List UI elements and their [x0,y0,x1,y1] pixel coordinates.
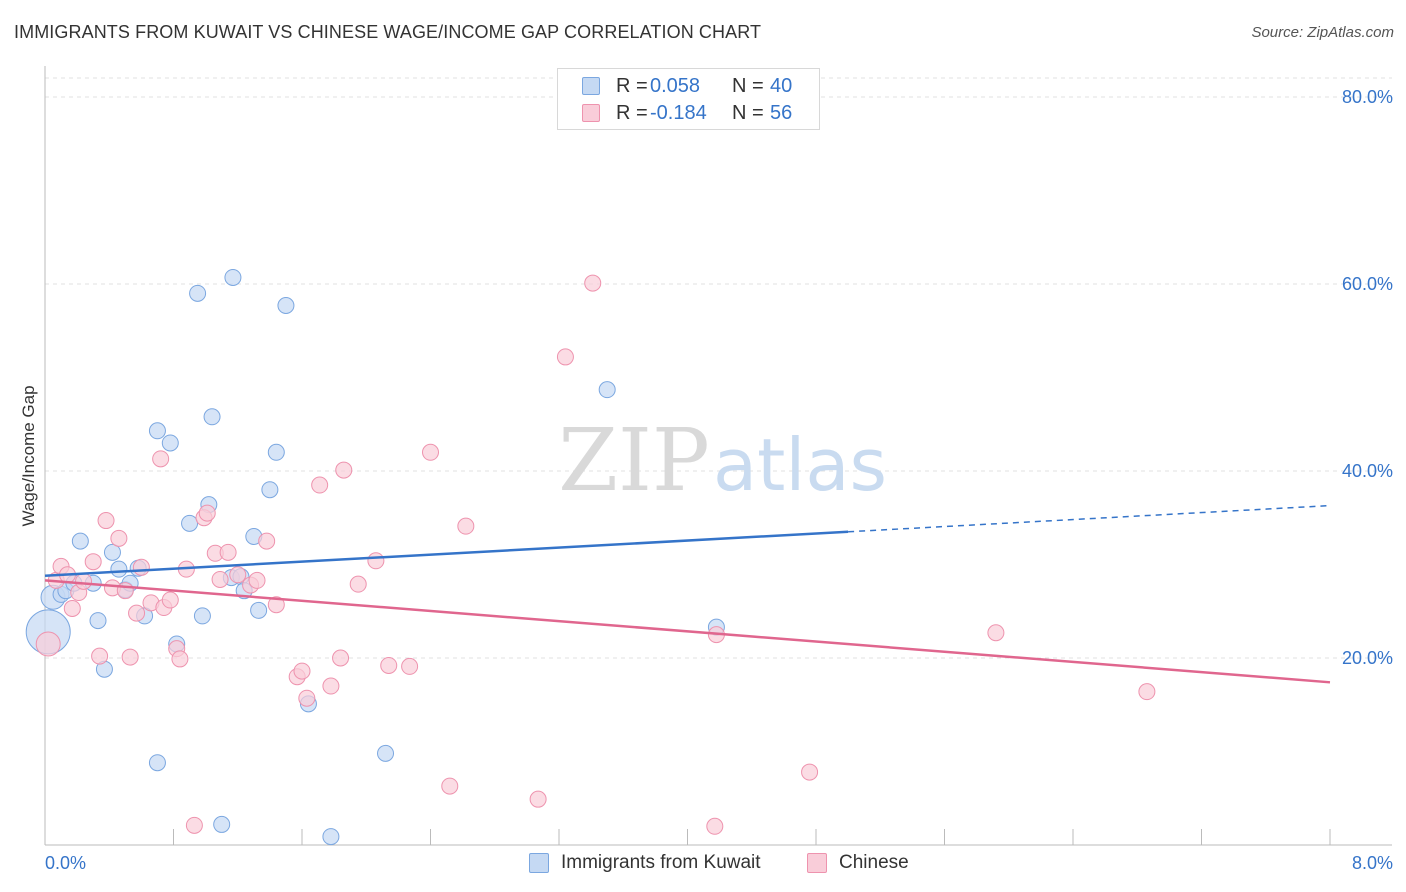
data-point-kuwait [277,297,295,315]
data-point-chinese [161,591,179,609]
data-point-chinese [152,450,170,468]
watermark-atlas: atlas [713,423,887,507]
data-point-kuwait [161,434,179,452]
watermark-zip: ZIP [558,411,710,511]
data-point-chinese [441,777,459,795]
data-point-chinese [128,604,146,622]
data-point-chinese [75,572,93,590]
data-point-chinese [132,558,150,576]
y-axis-label: Wage/Income Gap [19,385,38,526]
legend-r-label: R = [616,102,648,124]
data-point-kuwait [103,543,121,561]
legend-n-label: N = [732,75,764,97]
data-point-chinese [311,476,329,494]
legend-n-value-kuwait: 40 [770,75,793,97]
tick-labels: 20.0% 40.0% 60.0% 80.0% 0.0% 8.0% [45,87,1393,873]
data-point-chinese [422,443,439,461]
data-point-chinese [35,631,61,657]
legend-r-label: R = [616,75,648,97]
trend-line-kuwait [44,530,849,577]
data-point-chinese [380,656,398,674]
zipatlas-watermark: ZIP atlas [558,411,887,511]
data-point-kuwait [267,443,285,461]
data-point-chinese [584,274,602,292]
data-point-kuwait [213,815,231,833]
x-tick-label-min: 0.0% [45,853,86,873]
legend-n-value-chinese: 56 [770,102,793,124]
data-point-chinese [121,648,139,666]
data-point-chinese [198,504,216,522]
y-tick-label: 80.0% [1342,87,1393,107]
data-point-chinese [332,649,350,667]
data-point-chinese [529,790,547,808]
data-point-kuwait [193,607,211,625]
legend-r-value-kuwait: 0.058 [650,75,701,97]
data-point-chinese [293,662,311,680]
data-point-kuwait [322,828,340,846]
data-point-kuwait [89,612,107,630]
chart-title: IMMIGRANTS FROM KUWAIT VS CHINESE WAGE/I… [14,22,762,42]
data-point-chinese [110,529,128,547]
data-point-chinese [248,571,266,589]
data-point-chinese [335,461,353,479]
bottom-legend-swatch-kuwait [529,853,549,873]
data-point-chinese [229,566,247,584]
trend-line-kuwait-extension [848,504,1331,533]
data-point-chinese [185,816,203,834]
data-point-chinese [91,647,109,665]
series-chinese-points [35,274,1156,835]
bottom-legend-label-kuwait: Immigrants from Kuwait [561,852,761,873]
data-point-chinese [349,575,367,593]
data-point-kuwait [181,514,199,532]
x-tick-label-max: 8.0% [1352,853,1393,873]
legend-swatch-chinese [582,104,600,122]
data-point-chinese [219,543,237,561]
y-tick-label: 40.0% [1342,461,1393,481]
y-tick-label: 20.0% [1342,648,1393,668]
data-point-kuwait [224,268,242,286]
data-point-kuwait [110,560,128,578]
data-point-kuwait [261,481,279,499]
data-point-chinese [171,650,189,668]
data-point-chinese [457,517,475,535]
legend-swatch-kuwait [582,77,600,95]
data-point-kuwait [598,381,616,399]
data-point-chinese [401,657,419,675]
data-point-kuwait [250,601,268,619]
data-point-kuwait [377,744,395,762]
legend-n-label: N = [732,102,764,124]
bottom-legend-label-chinese: Chinese [839,852,909,873]
axes [44,66,1392,846]
data-point-chinese [706,817,724,835]
trend-line-chinese [44,579,1331,684]
data-point-chinese [987,624,1005,642]
data-point-chinese [801,763,819,781]
data-point-chinese [84,553,102,571]
data-point-kuwait [148,422,166,440]
data-point-chinese [556,348,574,366]
source-credit: Source: ZipAtlas.com [1251,24,1394,41]
data-point-kuwait [203,408,221,426]
data-point-chinese [211,570,229,588]
correlation-legend: R = 0.058 N = 40 R = -0.184 N = 56 [557,68,820,130]
y-tick-label: 60.0% [1342,274,1393,294]
legend-r-value-chinese: -0.184 [650,102,707,124]
data-point-chinese [322,677,340,695]
data-point-kuwait [71,532,89,550]
bottom-legend-swatch-chinese [807,853,827,873]
data-point-chinese [367,552,385,570]
data-point-chinese [63,599,81,617]
data-point-chinese [258,532,276,550]
data-point-kuwait [148,754,166,772]
data-point-kuwait [189,284,207,302]
data-point-chinese [298,689,316,707]
data-point-chinese [97,512,115,530]
data-point-chinese [1138,683,1156,701]
data-point-chinese [267,596,285,614]
trend-lines [44,504,1331,684]
